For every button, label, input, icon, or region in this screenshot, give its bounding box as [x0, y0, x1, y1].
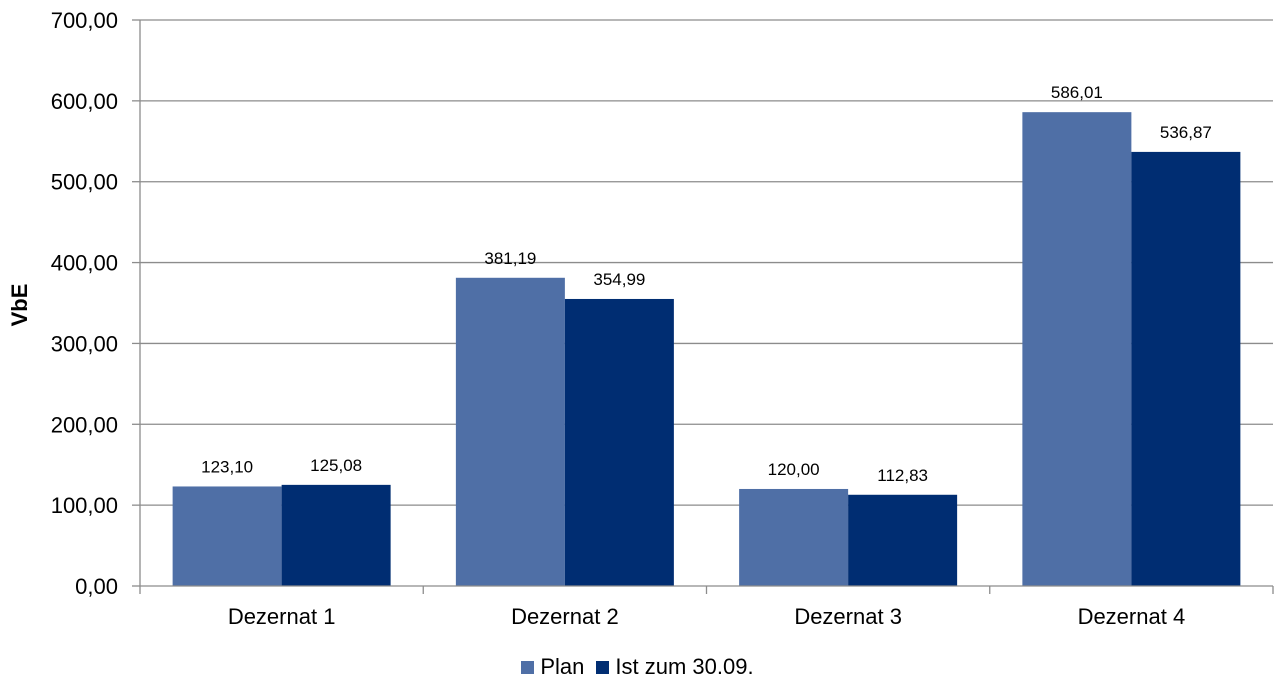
data-label: 354,99	[593, 270, 645, 289]
x-category-labels: Dezernat 1 Dezernat 2 Dezernat 3 Dezernat 4	[228, 604, 1185, 629]
bar-chart: 123,10 125,08 381,19 354,99 120,00 112,83 586,…	[7, 8, 1274, 629]
data-label: 125,08	[310, 456, 362, 475]
axes	[132, 19, 1274, 594]
y-axis-label: VbE	[7, 284, 32, 327]
bar-ist-zum-30-09--4	[1131, 151, 1241, 586]
y-tick-label: 700,00	[51, 8, 118, 33]
x-category-label: Dezernat 4	[1078, 604, 1186, 629]
y-tick-labels: 0,00 100,00 200,00 300,00 400,00 500,00 600,00…	[51, 8, 118, 599]
y-tick-label: 300,00	[51, 331, 118, 356]
data-label: 120,00	[768, 460, 820, 479]
y-tick-label: 600,00	[51, 89, 118, 114]
legend-item: Ist zum 30.09.	[596, 654, 754, 680]
data-label: 536,87	[1160, 123, 1212, 142]
legend-swatch	[521, 660, 535, 674]
legend-label: Ist zum 30.09.	[615, 654, 754, 679]
bar-plan-3	[739, 488, 849, 586]
gridlines	[140, 19, 1273, 506]
data-label: 381,19	[484, 249, 536, 268]
data-labels: 123,10 125,08 381,19 354,99 120,00 112,83 586,…	[201, 83, 1212, 485]
bar-ist-zum-30-09--2	[564, 298, 674, 586]
y-tick-label: 0,00	[75, 574, 118, 599]
bar-plan-1	[172, 486, 282, 586]
bar-plan-2	[455, 277, 565, 586]
bars	[172, 112, 1241, 586]
data-label: 586,01	[1051, 83, 1103, 102]
y-tick-label: 500,00	[51, 170, 118, 195]
bar-ist-zum-30-09--3	[848, 494, 958, 586]
x-category-label: Dezernat 3	[794, 604, 902, 629]
y-tick-label: 400,00	[51, 251, 118, 276]
data-label: 123,10	[201, 457, 253, 476]
legend-label: Plan	[540, 654, 585, 679]
legend-item: Plan	[521, 654, 584, 680]
legend-swatch	[596, 660, 610, 674]
data-label: 112,83	[877, 466, 928, 485]
legend: Plan Ist zum 30.09.	[0, 652, 1275, 682]
y-tick-label: 100,00	[51, 493, 118, 518]
bar-ist-zum-30-09--1	[281, 484, 391, 586]
x-category-label: Dezernat 2	[511, 604, 619, 629]
x-category-label: Dezernat 1	[228, 604, 336, 629]
bar-plan-4	[1022, 112, 1132, 586]
y-tick-label: 200,00	[51, 412, 118, 437]
